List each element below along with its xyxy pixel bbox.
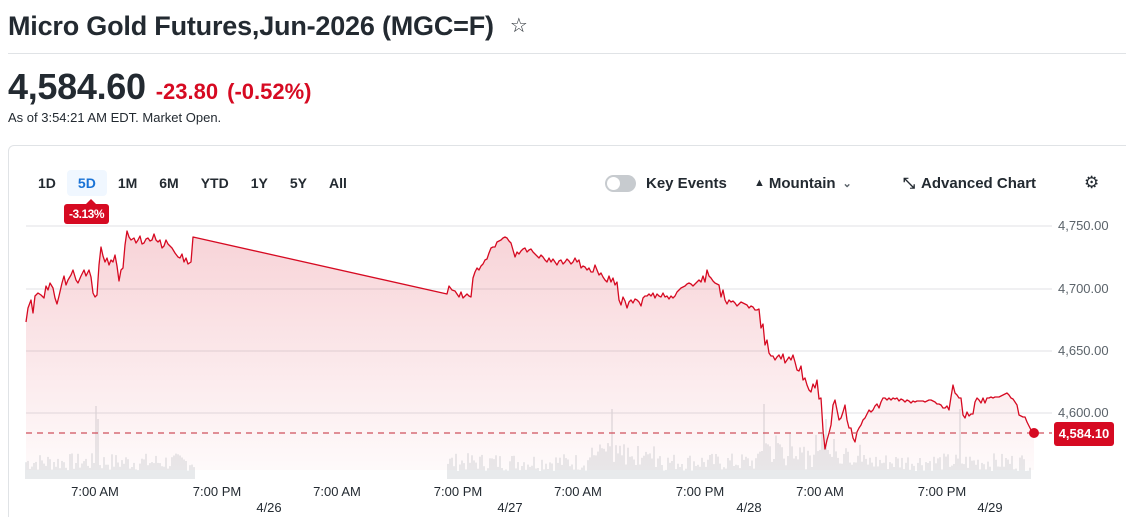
tab-ytd[interactable]: YTD bbox=[200, 175, 229, 191]
tab-5d[interactable]: 5D bbox=[66, 170, 107, 196]
x-tick-label: 7:00 AM bbox=[313, 484, 361, 499]
tab-all[interactable]: All bbox=[328, 175, 347, 191]
y-tick-label: 4,750.00 bbox=[1058, 218, 1109, 233]
title-row: Micro Gold Futures,Jun-2026 (MGC=F) ☆ bbox=[8, 8, 528, 44]
chart-type-label: Mountain bbox=[768, 174, 836, 192]
tab-1y[interactable]: 1Y bbox=[250, 175, 268, 191]
last-price-dot bbox=[1029, 428, 1039, 438]
price-change: -23.80 bbox=[155, 79, 219, 104]
price-line bbox=[25, 230, 1035, 450]
tab-6m[interactable]: 6M bbox=[159, 175, 179, 191]
divider bbox=[8, 53, 1126, 54]
key-events-control[interactable]: Key Events bbox=[605, 170, 727, 196]
price-area bbox=[26, 231, 1034, 470]
x-tick-label: 7:00 AM bbox=[71, 484, 119, 499]
y-tick-label: 4,600.00 bbox=[1058, 405, 1109, 420]
key-events-label: Key Events bbox=[646, 174, 727, 192]
gear-icon[interactable]: ⚙ bbox=[1084, 173, 1100, 192]
key-events-toggle[interactable] bbox=[605, 174, 636, 192]
chart-type-dropdown[interactable]: ▲ Mountain ⌄ bbox=[754, 170, 852, 196]
date-label: 4/29 bbox=[977, 500, 1003, 515]
x-tick-label: 7:00 AM bbox=[796, 484, 844, 499]
advanced-chart-button[interactable]: ⤡ Advanced Chart bbox=[903, 170, 1036, 196]
advanced-chart-label: Advanced Chart bbox=[921, 174, 1037, 192]
x-tick-label: 7:00 PM bbox=[192, 484, 242, 499]
date-label: 4/28 bbox=[736, 500, 762, 515]
quote-row: 4,584.60 -23.80 (-0.52%) bbox=[8, 66, 311, 108]
x-tick-label: 7:00 PM bbox=[675, 484, 725, 499]
y-tick-label: 4,650.00 bbox=[1058, 343, 1109, 358]
chart-card bbox=[8, 145, 1126, 517]
last-price: 4,584.60 bbox=[8, 66, 146, 107]
x-tick-label: 7:00 AM bbox=[554, 484, 602, 499]
date-label: 4/27 bbox=[497, 500, 523, 515]
range-change-badge: -3.13% bbox=[64, 199, 110, 224]
tab-1m[interactable]: 1M bbox=[117, 175, 138, 191]
y-tick-label: 4,700.00 bbox=[1058, 281, 1109, 296]
mountain-icon: ▲ bbox=[754, 177, 765, 189]
x-tick-label: 7:00 PM bbox=[433, 484, 483, 499]
range-tabs: 1D 5D 1M 6M YTD 1Y 5Y All bbox=[27, 170, 358, 196]
x-tick-label: 7:00 PM bbox=[917, 484, 967, 499]
tab-5y[interactable]: 5Y bbox=[289, 175, 307, 191]
expand-icon: ⤡ bbox=[903, 174, 916, 192]
star-outline-icon[interactable]: ☆ bbox=[509, 15, 528, 37]
chevron-down-icon: ⌄ bbox=[842, 177, 852, 190]
date-label: 4/26 bbox=[256, 500, 282, 515]
last-price-badge: 4,584.10 bbox=[1054, 422, 1114, 446]
page-title: Micro Gold Futures,Jun-2026 (MGC=F) bbox=[8, 10, 494, 41]
tab-1d[interactable]: 1D bbox=[38, 175, 56, 191]
market-status: As of 3:54:21 AM EDT. Market Open. bbox=[8, 110, 222, 125]
price-change-percent: (-0.52%) bbox=[227, 79, 312, 104]
